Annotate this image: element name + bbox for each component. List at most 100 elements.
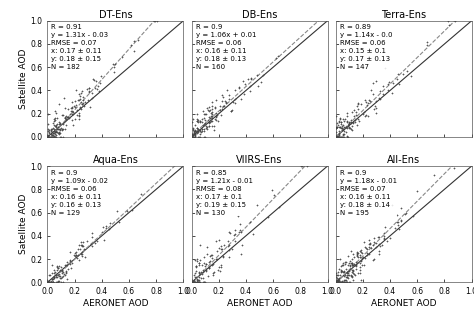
Point bbox=[95, 89, 103, 94]
Point bbox=[188, 119, 196, 124]
Point bbox=[371, 104, 379, 109]
Point bbox=[246, 84, 254, 89]
Point bbox=[205, 265, 212, 270]
Point bbox=[379, 83, 387, 88]
Point bbox=[381, 225, 389, 230]
Point bbox=[110, 70, 118, 75]
Point bbox=[196, 272, 204, 277]
Point bbox=[210, 270, 218, 275]
Point bbox=[337, 134, 344, 139]
Point bbox=[354, 252, 361, 257]
Point bbox=[337, 280, 344, 285]
Point bbox=[196, 280, 203, 285]
Point bbox=[75, 97, 83, 102]
Point bbox=[93, 79, 100, 84]
Point bbox=[52, 134, 60, 139]
Point bbox=[191, 280, 198, 285]
Point bbox=[369, 243, 377, 248]
Point bbox=[205, 121, 213, 126]
Point bbox=[61, 263, 69, 268]
Point bbox=[48, 280, 55, 285]
Point bbox=[342, 124, 350, 130]
Point bbox=[192, 130, 200, 135]
Title: DT-Ens: DT-Ens bbox=[99, 10, 132, 20]
Point bbox=[100, 237, 107, 242]
Point bbox=[44, 134, 52, 139]
Point bbox=[61, 114, 68, 119]
Point bbox=[191, 278, 198, 283]
Point bbox=[44, 280, 52, 285]
Point bbox=[379, 92, 386, 97]
Point bbox=[196, 243, 203, 248]
Point bbox=[374, 234, 382, 239]
Point bbox=[334, 134, 341, 139]
Point bbox=[205, 109, 213, 114]
Point bbox=[364, 253, 371, 258]
Point bbox=[244, 76, 251, 81]
Point bbox=[48, 132, 55, 137]
Point bbox=[207, 113, 215, 118]
Point bbox=[208, 107, 216, 112]
Point bbox=[191, 279, 199, 284]
Point bbox=[193, 130, 201, 135]
Point bbox=[85, 85, 93, 91]
Point bbox=[56, 126, 64, 131]
Point bbox=[191, 131, 198, 136]
Point bbox=[226, 247, 233, 252]
Point bbox=[388, 202, 396, 207]
Point bbox=[196, 119, 203, 124]
Text: R = 0.9
y = 1.06x + 0.01
RMSE = 0.06
x: 0.16 ± 0.11
y: 0.18 ± 0.13
N = 160: R = 0.9 y = 1.06x + 0.01 RMSE = 0.06 x: … bbox=[196, 24, 256, 70]
Point bbox=[339, 280, 346, 285]
Point bbox=[75, 116, 83, 122]
Point bbox=[334, 134, 341, 139]
Point bbox=[387, 235, 394, 241]
Point bbox=[352, 263, 360, 269]
Point bbox=[135, 38, 142, 43]
Point bbox=[53, 264, 61, 269]
Point bbox=[334, 278, 342, 283]
Point bbox=[60, 95, 68, 100]
Point bbox=[72, 250, 79, 256]
Point bbox=[232, 87, 239, 93]
Point bbox=[210, 261, 217, 266]
Point bbox=[188, 131, 196, 136]
Point bbox=[212, 239, 220, 244]
Point bbox=[333, 134, 340, 139]
Point bbox=[349, 120, 357, 125]
Point bbox=[89, 77, 97, 82]
Point bbox=[212, 98, 219, 103]
Point bbox=[59, 127, 66, 132]
Point bbox=[83, 87, 91, 92]
Point bbox=[192, 263, 200, 268]
Point bbox=[345, 262, 352, 267]
Point bbox=[188, 280, 195, 285]
Point bbox=[189, 127, 197, 132]
Point bbox=[384, 81, 392, 86]
Point bbox=[91, 85, 98, 91]
Point bbox=[46, 273, 54, 278]
Point bbox=[72, 88, 80, 93]
Point bbox=[49, 132, 56, 137]
Point bbox=[201, 280, 208, 285]
Point bbox=[194, 280, 202, 285]
Point bbox=[86, 104, 93, 109]
Point bbox=[344, 271, 351, 276]
Y-axis label: Satellite AOD: Satellite AOD bbox=[18, 49, 27, 109]
Point bbox=[198, 130, 205, 135]
Point bbox=[61, 116, 69, 121]
Point bbox=[54, 272, 61, 277]
Point bbox=[45, 134, 52, 139]
Point bbox=[338, 123, 346, 128]
Point bbox=[355, 101, 362, 107]
Point bbox=[88, 231, 96, 236]
Point bbox=[190, 280, 198, 285]
Point bbox=[348, 256, 356, 262]
Point bbox=[93, 238, 100, 243]
Point bbox=[341, 280, 348, 285]
Point bbox=[335, 280, 343, 285]
Point bbox=[445, 23, 453, 28]
Point bbox=[60, 120, 68, 125]
Point bbox=[354, 255, 362, 260]
Point bbox=[356, 255, 364, 260]
Point bbox=[337, 268, 345, 273]
